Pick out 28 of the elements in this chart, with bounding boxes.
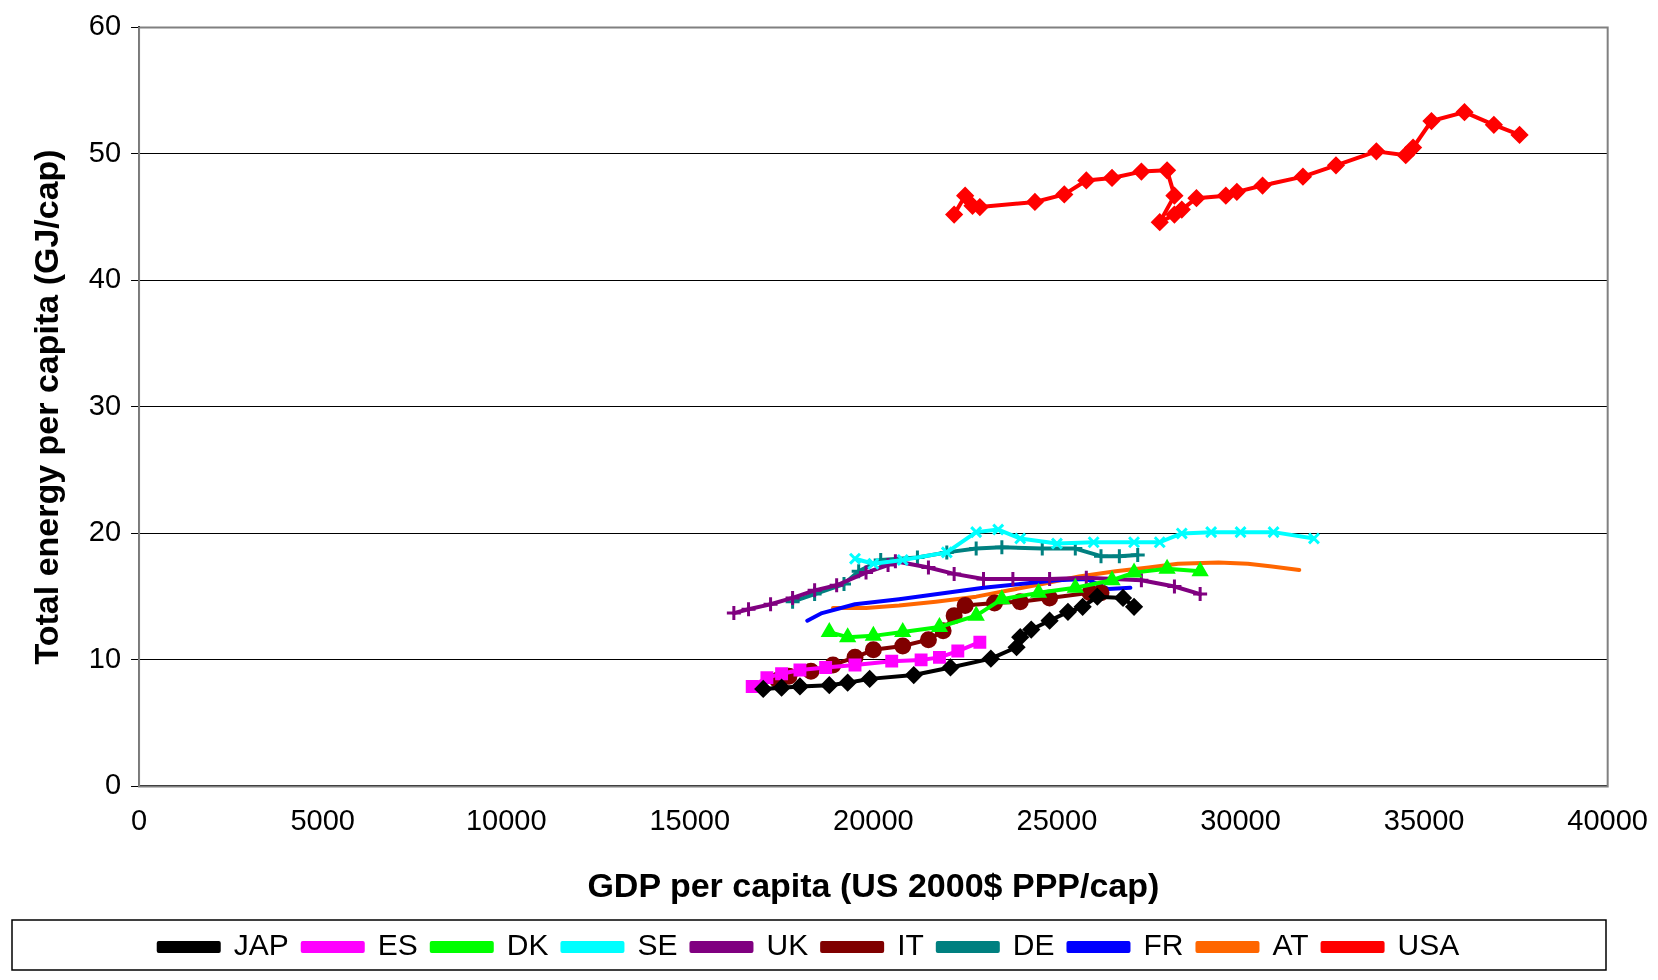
y-tick-label: 10 bbox=[88, 641, 122, 674]
legend-label: ES bbox=[377, 928, 418, 962]
legend-label: IT bbox=[897, 928, 924, 962]
legend-label: JAP bbox=[233, 928, 289, 962]
legend-label: SE bbox=[637, 928, 678, 962]
x-tick-label: 40000 bbox=[1567, 803, 1649, 836]
y-tick-label: 60 bbox=[88, 9, 122, 42]
y-axis-title: Total energy per capita (GJ/cap) bbox=[26, 149, 65, 665]
x-tick-label: 25000 bbox=[1016, 803, 1098, 836]
x-axis-title: GDP per capita (US 2000$ PPP/cap) bbox=[587, 865, 1160, 904]
legend-label: DE bbox=[1012, 928, 1055, 962]
legend-label: UK bbox=[766, 928, 809, 962]
x-tick-label: 0 bbox=[130, 803, 148, 836]
x-tick-label: 10000 bbox=[465, 803, 547, 836]
legend-label: DK bbox=[506, 928, 549, 962]
y-tick-label: 0 bbox=[104, 768, 122, 801]
y-tick-label: 30 bbox=[88, 388, 122, 421]
y-tick-label: 20 bbox=[88, 515, 122, 548]
legend-label: AT bbox=[1272, 928, 1309, 962]
y-tick-label: 50 bbox=[88, 135, 122, 168]
legend-label: FR bbox=[1143, 928, 1184, 962]
x-tick-label: 5000 bbox=[290, 803, 355, 836]
y-tick-label: 40 bbox=[88, 262, 122, 295]
legend-label: USA bbox=[1397, 928, 1460, 962]
x-tick-label: 30000 bbox=[1200, 803, 1281, 836]
x-tick-label: 35000 bbox=[1383, 803, 1465, 836]
x-tick-label: 20000 bbox=[833, 803, 914, 836]
x-tick-label: 15000 bbox=[649, 803, 731, 836]
